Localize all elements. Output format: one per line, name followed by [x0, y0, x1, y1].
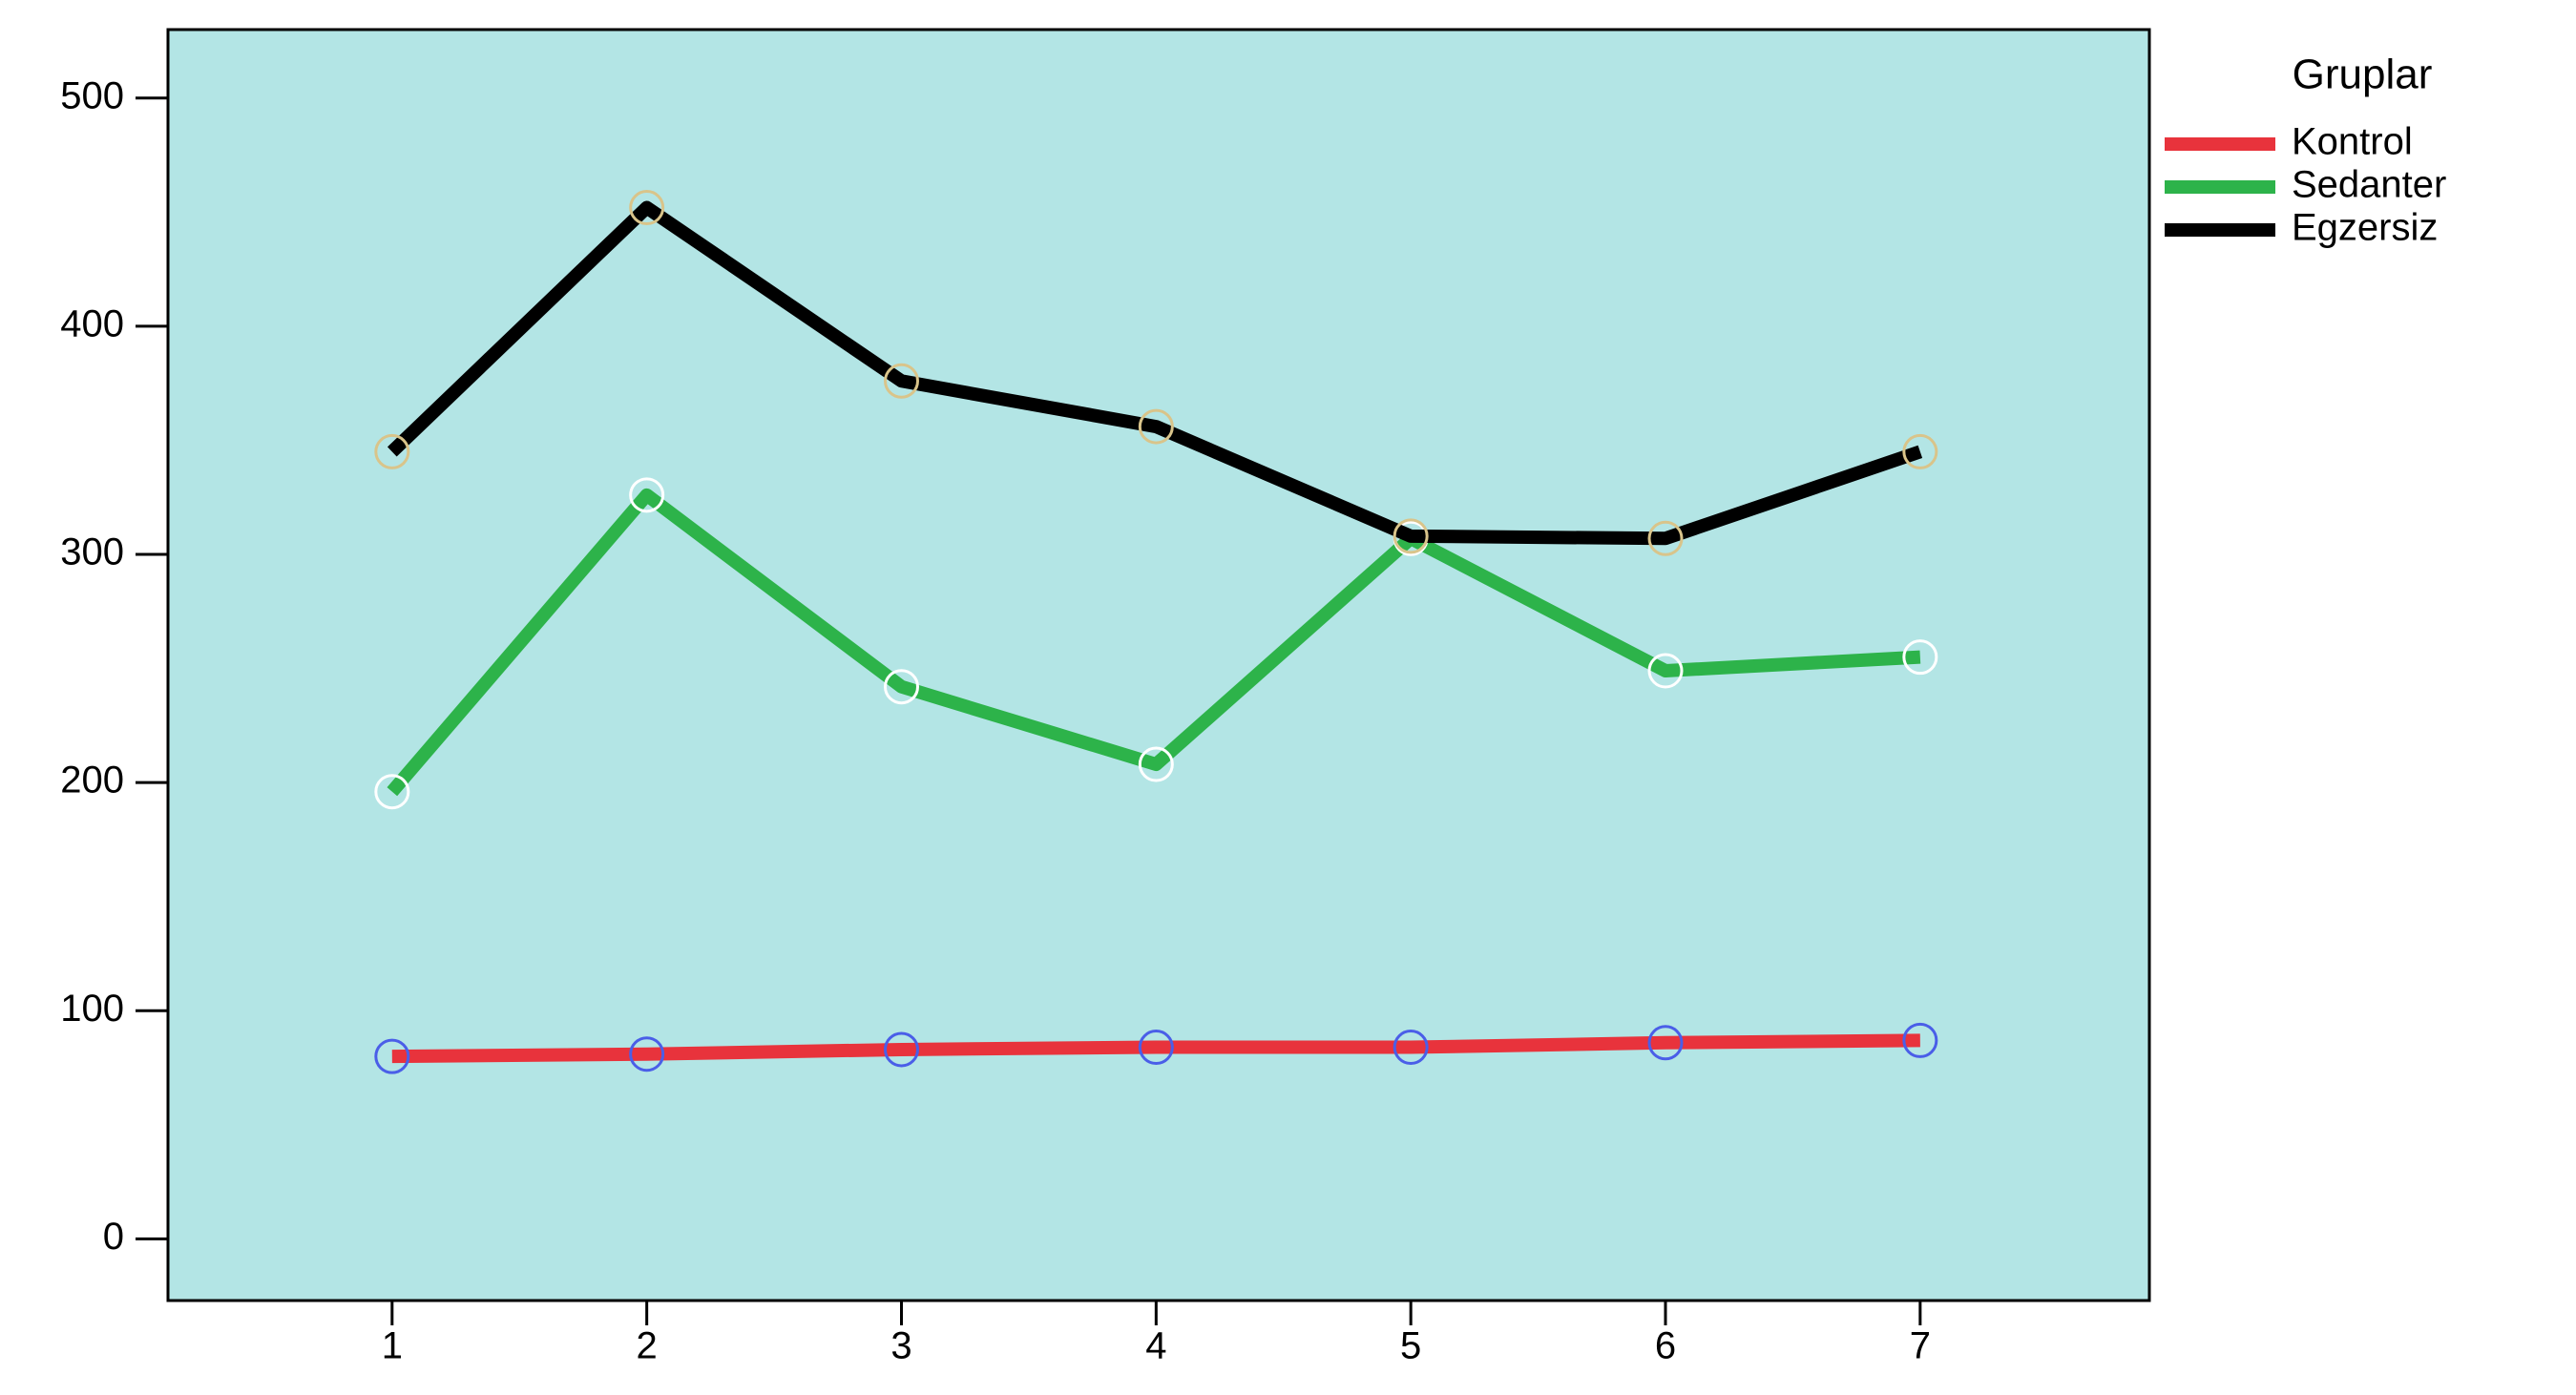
- point-marker: [883, 1031, 919, 1068]
- y-tick-label: 100: [60, 988, 124, 1030]
- legend-title: Gruplar: [2293, 52, 2433, 98]
- y-tick-label: 500: [60, 74, 124, 116]
- x-tick-label: 3: [890, 1325, 911, 1367]
- point-marker: [629, 1036, 665, 1072]
- series-line: [387, 200, 1923, 546]
- series-line: [387, 488, 1921, 797]
- point-marker: [1902, 639, 1938, 676]
- y-tick-label: 200: [60, 760, 124, 802]
- y-tick-label: 0: [103, 1216, 124, 1258]
- x-tick-label: 5: [1400, 1325, 1421, 1367]
- y-tick-label: 300: [60, 531, 124, 573]
- point-marker: [1138, 1030, 1174, 1066]
- x-tick-label: 6: [1655, 1325, 1676, 1367]
- point-marker: [1902, 1022, 1938, 1058]
- point-marker: [1138, 746, 1174, 782]
- x-tick-label: 1: [382, 1325, 403, 1367]
- point-marker: [1138, 408, 1174, 445]
- point-marker: [1393, 518, 1429, 554]
- series-line: [391, 1033, 1920, 1064]
- x-tick-label: 4: [1145, 1325, 1166, 1367]
- point-marker: [1902, 433, 1938, 469]
- legend-label: Kontrol: [2292, 121, 2413, 163]
- point-marker: [629, 190, 665, 226]
- point-marker: [374, 433, 410, 469]
- y-tick-label: 400: [60, 302, 124, 344]
- point-marker: [374, 774, 410, 810]
- point-marker: [1647, 520, 1684, 556]
- point-marker: [629, 477, 665, 513]
- point-marker: [1647, 1025, 1684, 1061]
- point-marker: [883, 669, 919, 705]
- legend-label: Egzersiz: [2292, 207, 2438, 249]
- point-marker: [1393, 1030, 1429, 1066]
- x-tick-label: 2: [637, 1325, 658, 1367]
- x-tick-label: 7: [1910, 1325, 1931, 1367]
- point-marker: [1647, 653, 1684, 689]
- point-marker: [883, 363, 919, 399]
- point-marker: [374, 1038, 410, 1074]
- legend-label: Sedanter: [2292, 164, 2446, 206]
